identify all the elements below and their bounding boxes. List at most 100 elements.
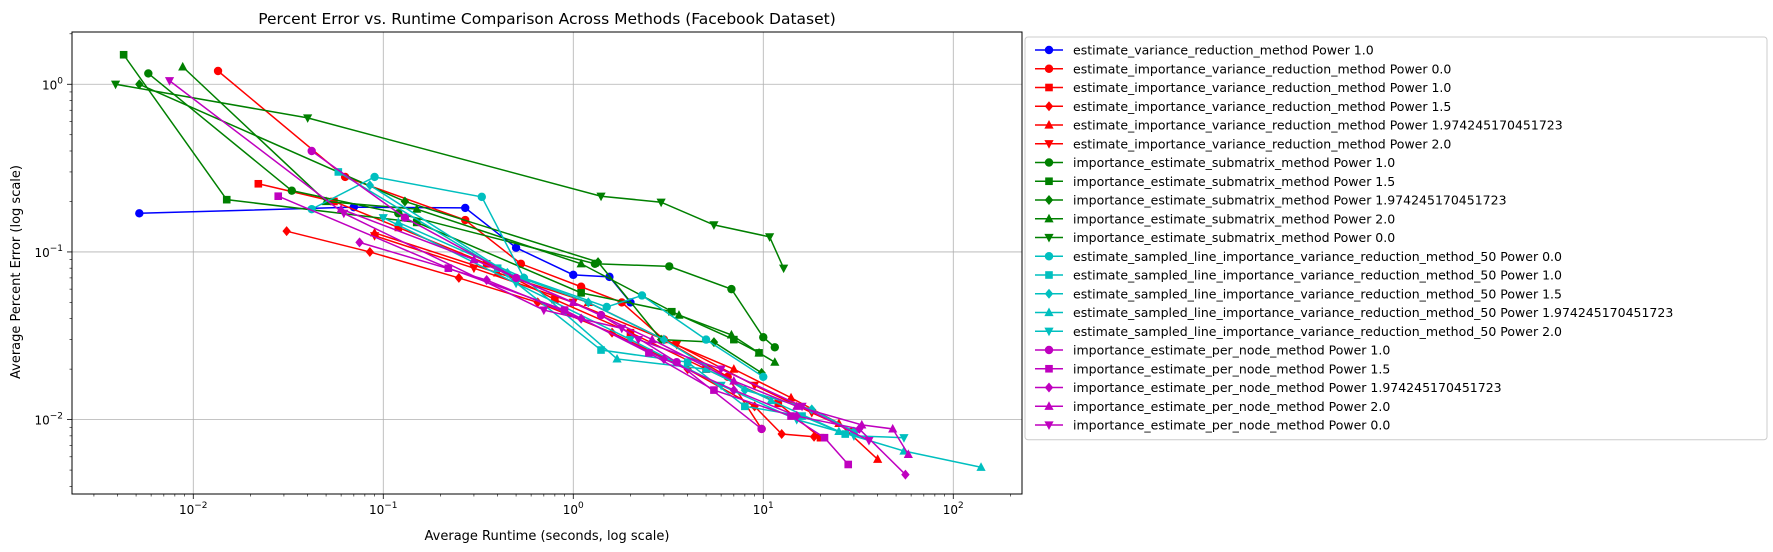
data-point bbox=[729, 385, 739, 396]
data-point bbox=[482, 259, 491, 268]
data-point bbox=[710, 386, 718, 394]
x-tick-label: 100 bbox=[563, 501, 584, 517]
data-point bbox=[378, 214, 388, 223]
data-point bbox=[511, 243, 521, 252]
data-point bbox=[659, 353, 669, 364]
data-point bbox=[593, 257, 603, 268]
data-point bbox=[551, 295, 559, 304]
legend-label: importance_estimate_per_node_method Powe… bbox=[1073, 343, 1390, 358]
data-point bbox=[560, 306, 569, 314]
data-point bbox=[807, 404, 816, 415]
data-point bbox=[759, 333, 768, 342]
legend-label: estimate_importance_variance_reduction_m… bbox=[1073, 80, 1451, 95]
legend-label: estimate_importance_variance_reduction_m… bbox=[1073, 118, 1563, 133]
data-point bbox=[864, 436, 874, 446]
series-layer bbox=[110, 50, 986, 480]
data-point bbox=[569, 270, 578, 280]
legend-label: estimate_variance_reduction_method Power… bbox=[1073, 43, 1374, 58]
data-point bbox=[144, 69, 153, 78]
legend-label: importance_estimate_per_node_method Powe… bbox=[1073, 399, 1390, 414]
legend-label: estimate_sampled_line_importance_varianc… bbox=[1073, 324, 1562, 339]
data-point bbox=[307, 146, 316, 156]
data-point bbox=[576, 258, 586, 268]
data-point bbox=[625, 336, 636, 345]
legend-label: importance_estimate_submatrix_method Pow… bbox=[1073, 155, 1395, 170]
legend-label: importance_estimate_submatrix_method Pow… bbox=[1073, 193, 1507, 208]
legend-label: estimate_sampled_line_importance_varianc… bbox=[1073, 268, 1562, 283]
data-point bbox=[665, 262, 674, 271]
x-tick-label: 102 bbox=[943, 501, 964, 517]
legend-label: importance_estimate_submatrix_method Pow… bbox=[1073, 230, 1395, 245]
data-point bbox=[633, 336, 643, 345]
data-point bbox=[759, 372, 768, 382]
data-point bbox=[400, 213, 410, 222]
data-point bbox=[903, 449, 913, 459]
legend-marker bbox=[1044, 140, 1054, 149]
data-point bbox=[792, 401, 802, 410]
series-line bbox=[217, 70, 763, 430]
legend-marker bbox=[1044, 345, 1054, 355]
data-point bbox=[701, 335, 711, 344]
data-point bbox=[792, 411, 801, 422]
legend-label: importance_estimate_submatrix_method Pow… bbox=[1073, 211, 1395, 226]
data-point bbox=[178, 61, 188, 71]
series-18 bbox=[355, 237, 910, 480]
legend-marker bbox=[1044, 327, 1054, 337]
data-point bbox=[741, 402, 749, 411]
legend-label: estimate_importance_variance_reduction_m… bbox=[1073, 99, 1451, 114]
data-point bbox=[701, 364, 711, 373]
data-point bbox=[729, 375, 739, 385]
legend-marker bbox=[1044, 421, 1054, 430]
data-point bbox=[597, 346, 605, 354]
data-point bbox=[683, 358, 692, 366]
legend-item: estimate_sampled_line_importance_varianc… bbox=[1035, 324, 1562, 339]
data-point bbox=[493, 267, 503, 277]
y-tick-label: 10−1 bbox=[34, 244, 63, 260]
x-tick-label: 101 bbox=[753, 501, 774, 517]
data-point bbox=[709, 221, 719, 230]
legend-marker bbox=[1045, 177, 1053, 186]
series-8 bbox=[135, 79, 766, 378]
legend-label: estimate_sampled_line_importance_varianc… bbox=[1073, 286, 1562, 301]
data-point bbox=[656, 198, 666, 208]
legend-item: estimate_importance_variance_reduction_m… bbox=[1035, 99, 1451, 114]
legend-marker bbox=[1044, 120, 1054, 129]
data-point bbox=[757, 424, 766, 434]
data-point bbox=[334, 168, 343, 176]
data-point bbox=[469, 264, 479, 274]
data-point bbox=[727, 284, 736, 294]
series-line bbox=[277, 195, 849, 465]
x-axis: 10−2 10−1 100 101 102 bbox=[93, 494, 1011, 517]
data-point bbox=[809, 431, 819, 442]
data-point bbox=[797, 402, 807, 412]
data-point bbox=[576, 282, 586, 291]
data-point bbox=[365, 180, 375, 191]
data-point bbox=[135, 79, 144, 90]
data-point bbox=[729, 364, 739, 373]
legend-item: estimate_importance_variance_reduction_m… bbox=[1035, 118, 1563, 133]
data-point bbox=[539, 306, 549, 316]
data-point bbox=[873, 454, 883, 463]
data-point bbox=[213, 66, 223, 76]
legend-marker bbox=[1044, 45, 1054, 55]
data-point bbox=[709, 337, 719, 348]
data-point bbox=[976, 462, 986, 471]
y-tick-label: 100 bbox=[42, 76, 63, 92]
data-point bbox=[820, 433, 829, 442]
legend-marker bbox=[1045, 364, 1053, 373]
data-point bbox=[596, 192, 606, 202]
legend-marker bbox=[1045, 83, 1053, 92]
series-line bbox=[369, 184, 855, 433]
data-point bbox=[370, 172, 379, 182]
data-point bbox=[726, 329, 737, 339]
series-line bbox=[359, 241, 906, 476]
data-point bbox=[647, 334, 657, 344]
data-point bbox=[274, 192, 283, 200]
series-line bbox=[115, 83, 785, 269]
legend-marker bbox=[1045, 271, 1053, 279]
data-point bbox=[787, 412, 795, 420]
legend-marker bbox=[1044, 195, 1054, 205]
data-point bbox=[282, 226, 291, 237]
legend-label: importance_estimate_per_node_method Powe… bbox=[1073, 380, 1502, 395]
data-point bbox=[779, 264, 789, 274]
